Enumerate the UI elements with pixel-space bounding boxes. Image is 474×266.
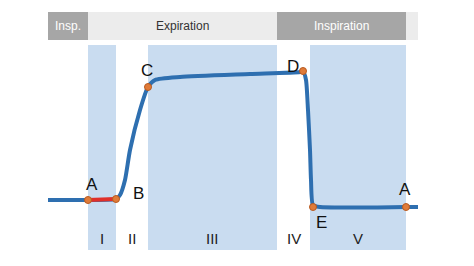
svg-text:Expiration: Expiration — [156, 19, 209, 33]
svg-text:III: III — [206, 230, 219, 247]
svg-text:B: B — [133, 184, 144, 203]
svg-text:A: A — [399, 180, 411, 199]
svg-text:I: I — [100, 230, 104, 247]
svg-text:Inspiration: Inspiration — [314, 19, 369, 33]
svg-text:D: D — [287, 57, 299, 76]
svg-text:E: E — [316, 213, 327, 232]
svg-text:Insp.: Insp. — [55, 19, 81, 33]
svg-text:C: C — [141, 61, 153, 80]
svg-text:A: A — [86, 175, 98, 194]
svg-text:IV: IV — [287, 230, 301, 247]
svg-text:II: II — [128, 230, 136, 247]
svg-text:V: V — [353, 230, 363, 247]
